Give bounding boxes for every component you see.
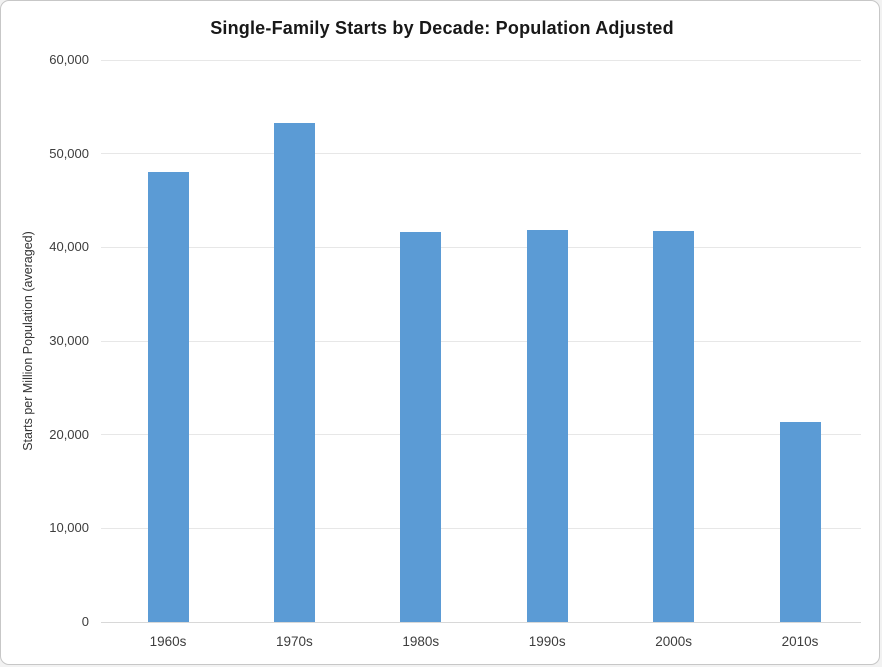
y-tick-label: 20,000 [49, 426, 89, 442]
gridline [101, 246, 861, 248]
x-category-label: 1990s [528, 634, 566, 649]
gridline [101, 59, 861, 61]
x-category-label: 2000s [655, 634, 692, 649]
x-axis-line [101, 621, 861, 623]
y-tick-label: 10,000 [49, 520, 89, 536]
bar-1960s [147, 172, 189, 622]
x-category-label: 2010s [781, 634, 819, 649]
y-tick-label: 30,000 [49, 333, 89, 348]
x-category-label: 1960s [149, 634, 187, 649]
gridline [101, 340, 861, 342]
bar-1980s [400, 232, 442, 622]
y-tick-label: 40,000 [49, 239, 89, 255]
x-category-label: 1970s [275, 634, 313, 649]
bar-2000s [653, 230, 695, 622]
y-tick-label: 0 [81, 614, 89, 629]
gridline [101, 153, 861, 155]
chart-title: Single-Family Starts by Decade: Populati… [210, 18, 674, 38]
bar-1970s [273, 122, 315, 622]
gridline [101, 527, 861, 529]
y-tick-label: 60,000 [49, 52, 89, 67]
x-category-label: 1980s [402, 634, 440, 649]
bar-1990s [526, 230, 568, 622]
bar-2010s [779, 422, 821, 622]
y-tick-label: 50,000 [49, 145, 89, 161]
gridline [101, 434, 861, 436]
